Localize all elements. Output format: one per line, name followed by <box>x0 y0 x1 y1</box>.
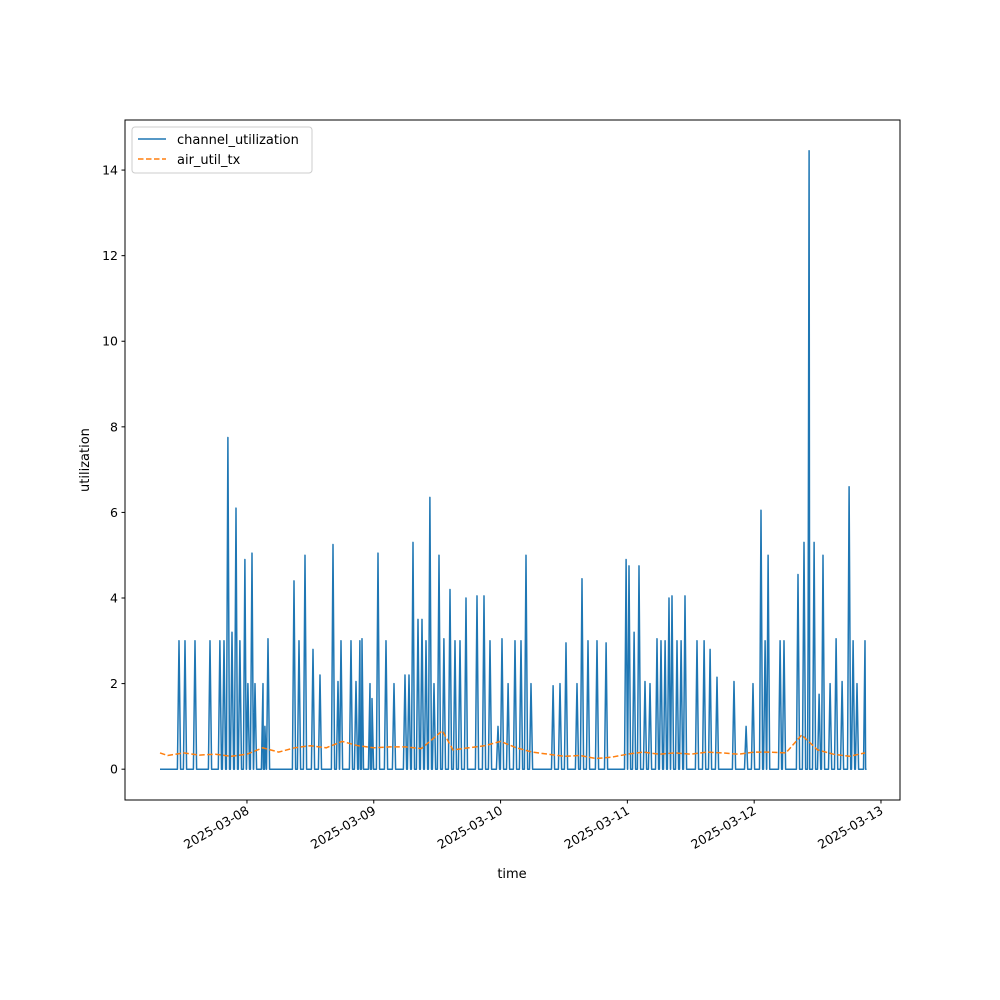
x-tick-label: 2025-03-08 <box>181 803 251 852</box>
series-line-channel-utilization <box>160 150 867 770</box>
axes-frame <box>124 119 901 801</box>
x-tick-label: 2025-03-09 <box>308 803 378 852</box>
y-tick-label: 4 <box>110 591 118 606</box>
series-line-air-util-tx <box>159 729 866 760</box>
legend-label-air-util-tx: air_util_tx <box>177 153 241 168</box>
y-tick-label: 6 <box>110 505 118 520</box>
y-tick-label: 8 <box>110 419 118 434</box>
x-axis: 2025-03-08 2025-03-09 2025-03-10 2025-03-11… <box>181 800 885 852</box>
x-tick-label: 2025-03-12 <box>688 803 758 852</box>
y-tick-label: 14 <box>102 163 118 178</box>
y-tick-label: 12 <box>102 248 118 263</box>
x-axis-label: time <box>497 867 526 882</box>
y-tick-label: 10 <box>102 334 118 349</box>
x-tick-label: 2025-03-13 <box>815 803 885 852</box>
x-tick-label: 2025-03-11 <box>561 803 631 852</box>
y-tick-label: 2 <box>110 676 118 691</box>
y-axis-label: utilization <box>78 428 93 492</box>
y-axis: 0 2 4 6 8 10 12 14 <box>102 163 125 777</box>
legend-label-channel-utilization: channel_utilization <box>177 133 299 148</box>
legend-frame <box>131 126 313 174</box>
x-tick-label: 2025-03-10 <box>435 803 505 852</box>
plot-area <box>159 150 867 770</box>
legend: channel_utilization air_util_tx <box>131 126 313 174</box>
y-tick-label: 0 <box>110 762 118 777</box>
